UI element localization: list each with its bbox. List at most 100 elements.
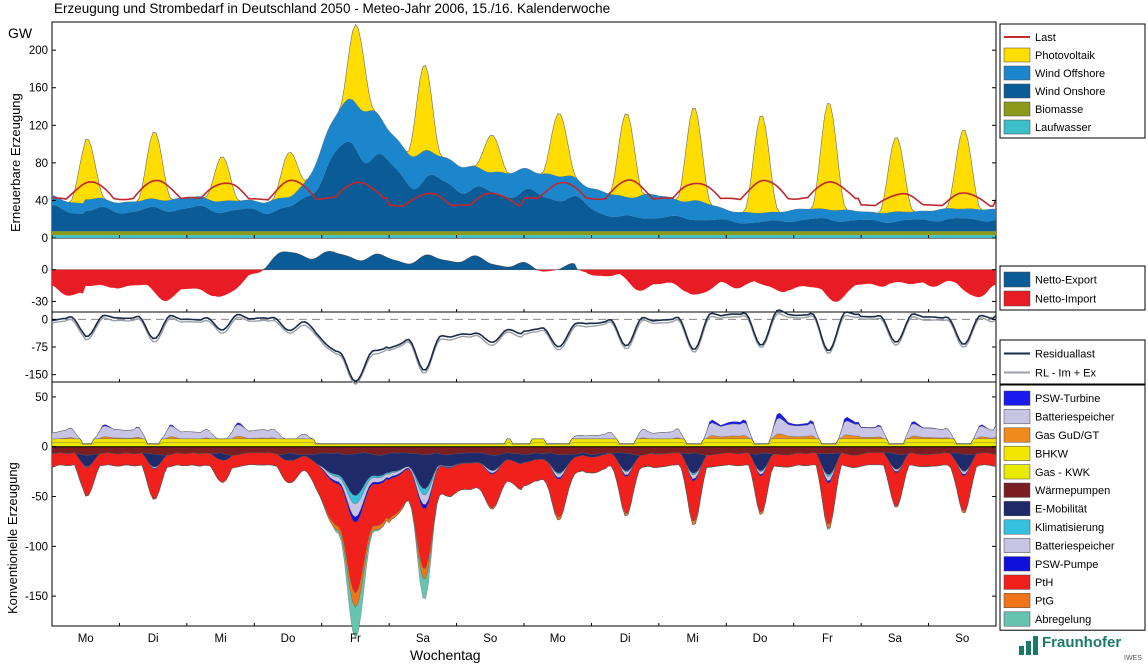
legend-label: Klimatisierung (1035, 522, 1104, 534)
legend-box (999, 23, 1146, 139)
legend-swatch (1003, 119, 1031, 135)
x-axis-label: Wochentag (410, 647, 481, 663)
series-rl-im-ex (51, 312, 997, 385)
x-tick-label: Sa (888, 633, 903, 645)
legend-label: Photovoltaik (1035, 50, 1095, 62)
legend-label: Wind Offshore (1035, 68, 1105, 80)
y-tick-label-0: 120 (29, 120, 48, 132)
legend-label: Batteriespeicher (1035, 412, 1115, 424)
x-tick-label: Di (148, 633, 159, 645)
y-tick-label-0: 80 (35, 158, 48, 170)
y-tick-label-1: -30 (31, 296, 48, 308)
legend-label: Wind Onshore (1035, 86, 1105, 98)
x-tick-label: Mo (78, 633, 94, 645)
legend-swatch (1003, 519, 1031, 535)
y-tick-label-2: -75 (31, 342, 48, 354)
x-tick-label: Do (753, 633, 768, 645)
legend-label: Residuallast (1035, 349, 1095, 361)
y-tick-label-3: 0 (42, 442, 48, 454)
legend-label: Biomasse (1035, 104, 1083, 116)
series-biomasse (52, 231, 996, 236)
series-wind-onshore (52, 141, 996, 232)
legend-label: PtG (1035, 596, 1054, 608)
legend-label: Wärmepumpen (1035, 485, 1110, 497)
y-tick-label-3: -100 (25, 541, 48, 553)
y-tick-label-2: -150 (25, 370, 48, 382)
legend-label: Last (1035, 32, 1056, 44)
y-tick-label-0: 200 (29, 45, 48, 57)
legend-swatch (1003, 101, 1031, 117)
legend-label: Netto-Export (1035, 275, 1097, 287)
legend-swatch (1003, 574, 1031, 590)
legend-label: RL - Im + Ex (1035, 368, 1097, 380)
series-pth (51, 452, 997, 594)
logo-name: Fraunhofer (1042, 634, 1122, 651)
axes: 0 40 80 120 160 200 -30 0 -150 -75 0 -150 -100 -50 0 50… (25, 45, 997, 645)
y-tick-label-3: -50 (31, 492, 48, 504)
legend-swatch (1003, 290, 1031, 307)
series-netto-export (52, 251, 996, 270)
series-psw-turbine (51, 412, 997, 444)
legend-swatch (1003, 427, 1031, 443)
fraunhofer-logo (1018, 632, 1146, 668)
y-tick-label-0: 160 (29, 83, 48, 95)
legends: Last Photovoltaik Wind Offshore Wind Onshor… (999, 23, 1146, 631)
y-tick-label-2: 0 (42, 314, 48, 326)
legend-swatch (1003, 464, 1031, 480)
legend-swatch (1003, 537, 1031, 553)
legend-label: PtH (1035, 577, 1053, 589)
legend-swatch (1003, 409, 1031, 425)
legend-swatch (1003, 47, 1031, 63)
x-tick-label: Fr (822, 633, 833, 645)
legend-swatch (1003, 65, 1031, 81)
panel-residual-lines (51, 309, 997, 385)
x-tick-label: Fr (350, 633, 361, 645)
panel-konventionelle-frame (51, 381, 997, 627)
legend-swatch (1003, 445, 1031, 461)
fraunhofer-mark-icon (1019, 636, 1038, 655)
panel-netto-areas (52, 251, 996, 302)
logo-sub: IWES (1124, 655, 1142, 662)
y-tick-label-3: -150 (25, 591, 48, 603)
series-residuallast (51, 309, 997, 383)
x-tick-label: Di (620, 633, 631, 645)
y-tick-label-0: 0 (42, 233, 48, 245)
legend-swatch (1003, 556, 1031, 572)
legend-swatch (1003, 611, 1031, 627)
series-last (51, 179, 997, 208)
y-tick-label-3: 50 (35, 392, 48, 404)
panel-erneuerbare-areas (51, 24, 997, 238)
y-unit-label: GW (8, 25, 33, 41)
x-tick-label: So (483, 633, 497, 645)
y-tick-label-1: 0 (42, 265, 48, 277)
panel-konventionelle-areas (51, 412, 997, 639)
x-tick-label: Mi (687, 633, 699, 645)
x-tick-label: Mi (215, 633, 227, 645)
legend-label: Gas GuD/GT (1035, 430, 1099, 442)
legend-swatch (1003, 83, 1031, 99)
legend-swatch (1003, 271, 1031, 288)
legend-label: Batteriespeicher (1035, 540, 1115, 552)
y-axis-label-erneuerbare: Erneuerbare Erzeugung (8, 93, 23, 232)
legend-label: Abregelung (1035, 614, 1091, 626)
series-abregelung (51, 464, 997, 639)
x-tick-label: Mo (550, 633, 566, 645)
legend-swatch (1003, 482, 1031, 498)
x-tick-label: Do (281, 633, 296, 645)
legend-swatch (1003, 390, 1031, 406)
legend-label: Laufwasser (1035, 122, 1092, 134)
y-axis-label-konventionelle: Konventionelle Erzeugung (5, 462, 20, 614)
x-tick-label: Sa (416, 633, 431, 645)
y-tick-label-0: 40 (35, 195, 48, 207)
legend-swatch (1003, 593, 1031, 609)
x-tick-label: So (955, 633, 969, 645)
legend-label: Gas - KWK (1035, 467, 1091, 479)
chart-title: Erzeugung und Strombedarf in Deutschland… (54, 1, 610, 16)
legend-box (999, 339, 1146, 385)
series-ptg (51, 464, 997, 608)
legend-swatch (1003, 501, 1031, 517)
legend-label: E-Mobilität (1035, 504, 1087, 516)
series-netto-import (52, 269, 996, 302)
legend-label: BHKW (1035, 448, 1069, 460)
